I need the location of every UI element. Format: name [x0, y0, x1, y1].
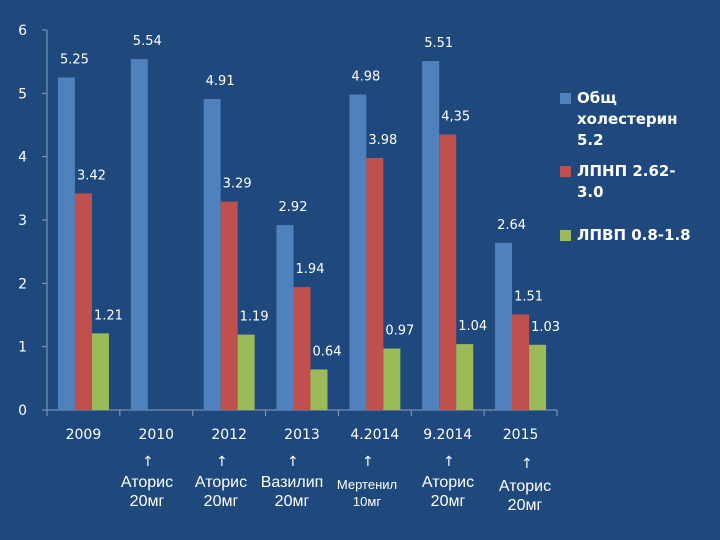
bar-1-6: [512, 314, 530, 410]
data-label: 3.42: [77, 168, 106, 183]
annotation-note: Мертенил 10мг: [336, 477, 398, 509]
y-tick-label: 5: [18, 86, 27, 102]
data-label: 0.97: [385, 324, 414, 339]
data-label: 1.51: [514, 289, 543, 304]
annotation-note: Аторис 20мг: [120, 474, 174, 510]
bar-2-3: [310, 369, 328, 410]
annotation-note: Аторис 20мг: [498, 478, 552, 514]
annotation-arrow-icon: ↑: [216, 454, 228, 470]
bar-1-0: [74, 193, 92, 410]
legend-label-total-cholesterol: Общ холестерин 5.2: [577, 89, 678, 149]
y-tick-label: 2: [18, 276, 27, 292]
x-tick-label: 9.2014: [423, 427, 472, 443]
annotation-arrow-icon: ↑: [287, 454, 299, 470]
x-tick-label: 2009: [66, 427, 102, 443]
data-label: 4.91: [206, 74, 235, 89]
bar-1-2: [220, 201, 238, 410]
data-label: 5.25: [60, 53, 89, 68]
data-label: 4.98: [351, 70, 380, 85]
y-tick-label: 1: [18, 340, 27, 356]
data-label: 4,35: [441, 110, 470, 125]
data-label: 5.51: [424, 36, 453, 51]
y-tick-label: 3: [18, 213, 27, 229]
annotation-arrow-icon: ↑: [443, 454, 455, 470]
legend-item-total-cholesterol: Общ холестерин 5.2: [560, 88, 718, 151]
data-label: 1.03: [531, 320, 560, 335]
bar-0-0: [57, 77, 75, 410]
data-label: 2.92: [279, 200, 308, 215]
legend-swatch-green: [560, 230, 571, 241]
annotation-arrow-icon: ↑: [521, 456, 533, 472]
y-tick-label: 0: [18, 403, 27, 419]
bar-1-3: [293, 287, 311, 410]
bar-0-1: [130, 59, 148, 411]
x-tick-label: 2015: [503, 427, 539, 443]
data-label: 2.64: [497, 218, 526, 233]
legend-label-ldl: ЛПНП 2.62- 3.0: [577, 162, 676, 201]
annotation-note: Аторис 20мг: [421, 474, 475, 510]
legend-swatch-blue: [560, 93, 571, 104]
x-tick-label: 2010: [138, 427, 174, 443]
legend: Общ холестерин 5.2 ЛПНП 2.62- 3.0 ЛПВП 0…: [560, 88, 718, 256]
legend-item-ldl: ЛПНП 2.62- 3.0: [560, 161, 718, 203]
x-tick-label: 2013: [284, 427, 320, 443]
data-label: 1.94: [296, 262, 325, 277]
annotation-note: Вазилип 20мг: [260, 474, 324, 510]
x-tick-label: 4.2014: [350, 427, 399, 443]
data-label: 0.64: [313, 344, 342, 359]
bar-1-5: [439, 134, 457, 410]
bar-2-6: [529, 344, 547, 410]
bar-1-4: [366, 157, 384, 410]
bar-2-0: [91, 333, 109, 410]
bar-0-2: [203, 99, 221, 411]
data-label: 1.04: [458, 319, 487, 334]
bar-2-5: [456, 344, 474, 410]
legend-swatch-red: [560, 166, 571, 177]
y-tick-label: 4: [18, 150, 27, 166]
annotation-arrow-icon: ↑: [142, 454, 154, 470]
bar-0-3: [276, 225, 294, 410]
data-label: 3.29: [223, 177, 252, 192]
legend-item-hdl: ЛПВП 0.8-1.8: [560, 225, 718, 246]
bar-0-6: [495, 242, 513, 410]
y-tick-label: 6: [18, 23, 27, 39]
bar-2-4: [383, 348, 401, 410]
bar-0-4: [349, 94, 367, 410]
data-label: 1.21: [94, 308, 123, 323]
data-label: 5.54: [133, 34, 162, 49]
bar-2-2: [237, 334, 255, 410]
legend-label-hdl: ЛПВП 0.8-1.8: [577, 226, 691, 244]
annotation-note: Аторис 20мг: [194, 474, 248, 510]
data-label: 1.19: [240, 310, 269, 325]
data-label: 3.98: [368, 133, 397, 148]
bar-0-5: [422, 61, 440, 411]
x-tick-label: 2012: [211, 427, 247, 443]
annotation-arrow-icon: ↑: [362, 454, 374, 470]
